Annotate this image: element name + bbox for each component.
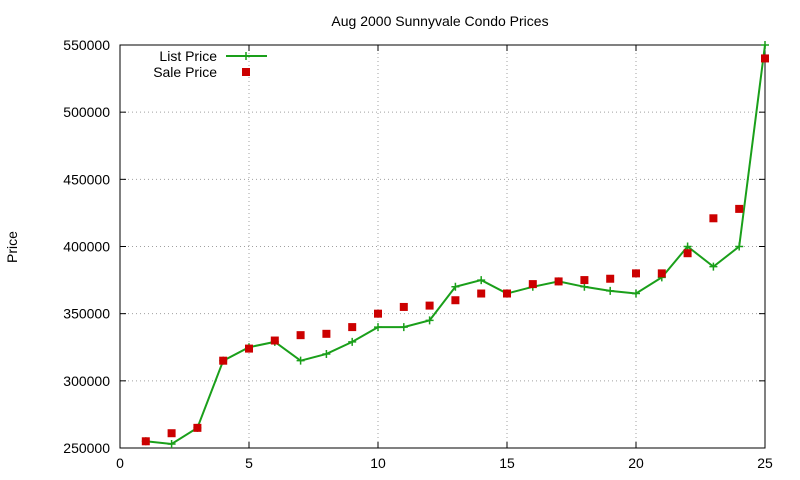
y-tick-label: 500000 — [63, 104, 110, 120]
data-point — [451, 282, 460, 291]
y-tick-label: 300000 — [63, 373, 110, 389]
data-point — [632, 269, 640, 278]
data-point — [322, 349, 331, 358]
y-tick-label: 250000 — [63, 440, 110, 456]
data-point — [399, 302, 408, 311]
data-point — [477, 289, 486, 298]
data-point — [167, 439, 176, 448]
x-tick-label: 5 — [245, 455, 253, 471]
data-point — [219, 356, 228, 365]
data-point — [296, 356, 305, 365]
grid-lines — [120, 45, 765, 448]
data-point — [554, 277, 563, 286]
chart-title: Aug 2000 Sunnyvale Condo Prices — [331, 13, 548, 29]
data-point — [683, 242, 692, 251]
data-point — [709, 262, 718, 271]
y-tick-label: 350000 — [63, 306, 110, 322]
data-point — [503, 289, 511, 298]
data-point — [167, 429, 176, 438]
data-point — [374, 309, 382, 318]
series-sale-price — [141, 54, 769, 446]
x-tick-label: 10 — [370, 455, 386, 471]
series-line-list-price — [145, 44, 766, 446]
data-point — [425, 301, 434, 310]
legend-label-list-price: List Price — [159, 48, 217, 64]
x-tick-label: 25 — [757, 455, 773, 471]
data-point — [761, 54, 769, 63]
data-point — [709, 214, 718, 223]
data-point — [477, 276, 486, 285]
x-tick-label: 20 — [628, 455, 644, 471]
x-tick-label: 0 — [116, 455, 124, 471]
data-point — [425, 316, 434, 325]
data-point — [141, 437, 150, 446]
data-point — [606, 274, 615, 283]
data-point — [528, 280, 537, 289]
data-point — [348, 337, 357, 346]
data-point — [657, 269, 666, 278]
data-point — [193, 423, 202, 432]
data-point — [322, 329, 331, 338]
data-point — [761, 41, 769, 49]
data-point — [270, 336, 279, 345]
data-point — [451, 296, 460, 305]
data-point — [632, 289, 640, 298]
data-point — [606, 286, 615, 295]
data-point — [580, 276, 589, 285]
axis-ticks: 0 5 10 15 20 25 250000 300000 350000 400000 450000… — [63, 37, 773, 471]
y-tick-label: 450000 — [63, 171, 110, 187]
legend-marker-list-price — [242, 52, 250, 60]
data-point — [399, 323, 408, 332]
data-point — [735, 204, 744, 213]
data-point — [683, 249, 692, 258]
legend-label-sale-price: Sale Price — [153, 64, 217, 80]
plot-frame — [119, 44, 766, 449]
data-point — [245, 344, 253, 353]
data-point — [735, 242, 744, 251]
y-tick-label: 550000 — [63, 37, 110, 53]
series-layer — [141, 41, 769, 448]
data-point — [580, 282, 589, 291]
data-point — [348, 323, 357, 332]
y-axis-label: Price — [4, 231, 20, 263]
legend-marker-sale-price — [242, 68, 250, 76]
data-point — [296, 331, 305, 340]
y-tick-label: 400000 — [63, 239, 110, 255]
x-tick-label: 15 — [499, 455, 515, 471]
series-list-price — [141, 41, 769, 448]
data-point — [374, 323, 382, 332]
